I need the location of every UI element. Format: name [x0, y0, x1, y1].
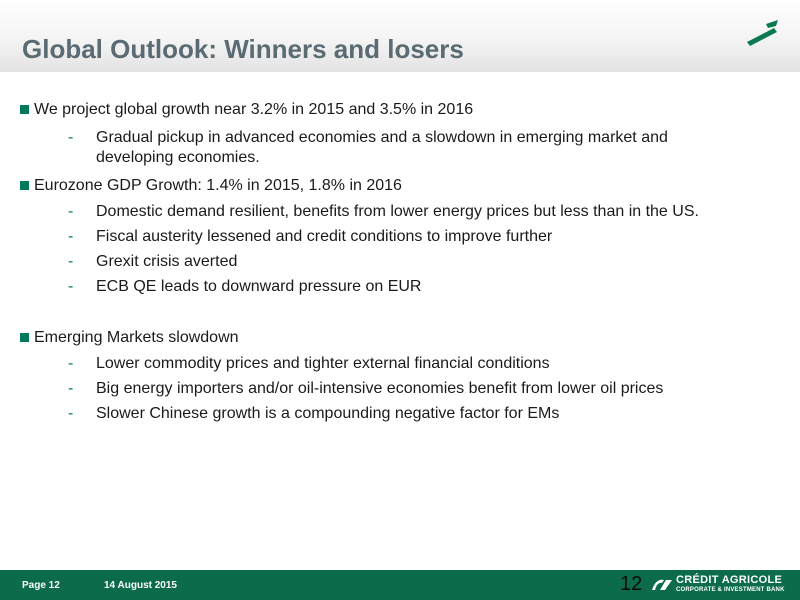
- sub-bullet-item: - Grexit crisis averted: [68, 252, 786, 272]
- footer-date: 14 August 2015: [104, 580, 177, 591]
- brand-subtitle: CORPORATE & INVESTMENT BANK: [676, 587, 785, 593]
- brand-name: CRÉDIT AGRICOLE: [676, 574, 783, 586]
- sub-bullet-text: Lower commodity prices and tighter exter…: [96, 355, 550, 372]
- bullet-text: Eurozone GDP Growth: 1.4% in 2015, 1.8% …: [34, 177, 402, 194]
- sub-bullet-item: - Big energy importers and/or oil-intens…: [68, 379, 786, 399]
- sub-bullet-text: Grexit crisis averted: [96, 253, 238, 270]
- sub-bullet-item: - Fiscal austerity lessened and credit c…: [68, 227, 786, 247]
- slide-header: Global Outlook: Winners and losers: [0, 0, 800, 72]
- sub-bullet-item: - Lower commodity prices and tighter ext…: [68, 354, 786, 374]
- dash-marker: -: [68, 203, 74, 220]
- sub-bullet-text: Gradual pickup in advanced economies and…: [96, 129, 668, 146]
- sub-bullet-text: ECB QE leads to downward pressure on EUR: [96, 278, 422, 295]
- dash-marker: -: [68, 355, 74, 372]
- credit-agricole-logo-icon: [652, 579, 672, 590]
- sub-bullet-item: - ECB QE leads to downward pressure on E…: [68, 277, 786, 297]
- dash-marker: -: [68, 380, 74, 397]
- bullet-text: Emerging Markets slowdown: [34, 329, 239, 346]
- sub-bullet-item: - Gradual pickup in advanced economies a…: [68, 128, 786, 168]
- slide-title: Global Outlook: Winners and losers: [22, 34, 464, 64]
- sub-bullet-text: Domestic demand resilient, benefits from…: [96, 203, 699, 220]
- dash-marker: -: [68, 228, 74, 245]
- sub-bullet-text-continued: developing economies.: [96, 149, 260, 166]
- bullet-square-icon: [20, 333, 29, 342]
- slide-footer: Page 12 14 August 2015 12 CRÉDIT AGRICOL…: [0, 570, 800, 600]
- bullet-text: We project global growth near 3.2% in 20…: [34, 101, 474, 118]
- bullet-item: Emerging Markets slowdown: [20, 328, 239, 348]
- bullet-square-icon: [20, 181, 29, 190]
- page-label: Page 12: [22, 580, 60, 591]
- dash-marker: -: [68, 253, 74, 270]
- green-stroke-logo-icon: [747, 20, 778, 46]
- sub-bullet-text: Fiscal austerity lessened and credit con…: [96, 228, 553, 245]
- sub-bullet-item: - Domestic demand resilient, benefits fr…: [68, 202, 786, 222]
- sub-bullet-text: Slower Chinese growth is a compounding n…: [96, 405, 560, 422]
- sub-bullet-text: Big energy importers and/or oil-intensiv…: [96, 380, 664, 397]
- bullet-square-icon: [20, 105, 29, 114]
- bullet-item: We project global growth near 3.2% in 20…: [20, 100, 474, 120]
- sub-bullet-item: - Slower Chinese growth is a compounding…: [68, 404, 786, 424]
- slide-number: 12: [620, 573, 643, 595]
- bullet-item: Eurozone GDP Growth: 1.4% in 2015, 1.8% …: [20, 176, 402, 196]
- dash-marker: -: [68, 405, 74, 422]
- dash-marker: -: [68, 278, 74, 295]
- dash-marker: -: [68, 129, 74, 146]
